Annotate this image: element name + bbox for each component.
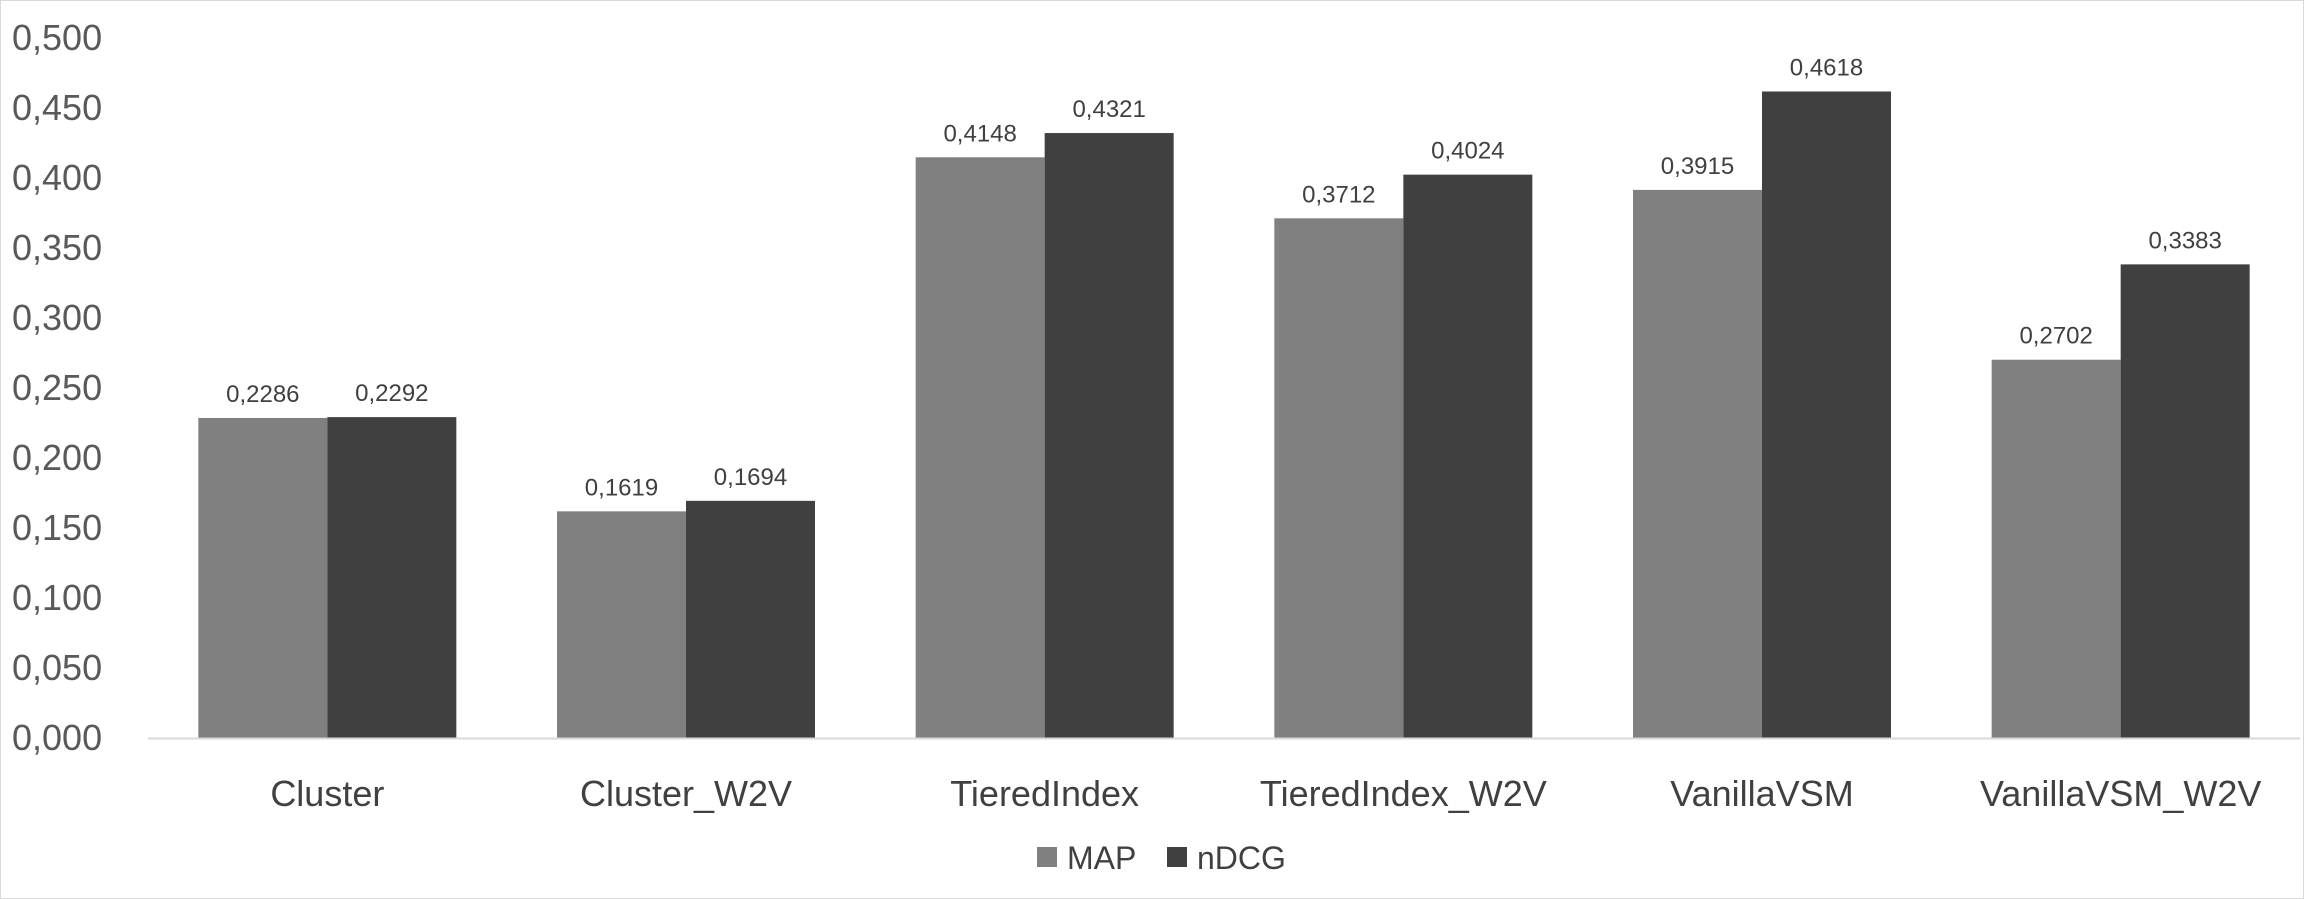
y-tick-label: 0,000 [12,717,102,758]
y-tick-label: 0,250 [12,367,102,408]
data-label: 0,4024 [1431,138,1504,165]
bar-ndcg-cluster [327,417,457,738]
category-label: Cluster [270,773,384,814]
bar-map-vanillavsm_w2v [1991,359,2121,738]
legend-label-map: MAP [1067,840,1136,876]
data-label: 0,3383 [2148,227,2221,254]
bar-ndcg-cluster_w2v [686,500,815,738]
bar-map-vanillavsm [1633,189,1762,738]
data-label: 0,1619 [585,474,658,501]
y-tick-label: 0,500 [12,17,102,58]
bar-map-cluster_w2v [557,511,686,738]
legend: MAP nDCG [1037,840,1286,876]
category-labels: Cluster Cluster_W2V TieredIndex TieredIndex… [270,773,2261,814]
category-label: VanillaVSM [1670,773,1853,814]
category-label: VanillaVSM_W2V [1980,773,2261,814]
data-label: 0,3712 [1302,181,1375,208]
data-label: 0,3915 [1661,153,1734,180]
bar-ndcg-tieredindex_w2v [1403,174,1533,738]
y-tick-label: 0,200 [12,437,102,478]
category-label: Cluster_W2V [580,773,792,814]
bar-map-cluster [198,417,328,738]
data-label: 0,4148 [943,120,1016,147]
bar-ndcg-vanillavsm_w2v [2120,264,2250,738]
legend-swatch-map [1037,847,1057,867]
y-axis-tick-labels: 0,000 0,050 0,100 0,150 0,200 0,250 0,300 0,350… [12,17,102,758]
category-label: TieredIndex [950,773,1139,814]
y-tick-label: 0,300 [12,297,102,338]
data-label: 0,2702 [2019,323,2092,350]
bar-map-tieredindex_w2v [1274,218,1404,738]
data-label: 0,2292 [355,380,428,407]
data-label: 0,4321 [1072,96,1145,123]
y-tick-label: 0,350 [12,227,102,268]
data-labels: 0,2286 0,2292 0,1619 0,1694 0,4148 0,4321 0,37… [226,54,2222,501]
y-tick-label: 0,050 [12,647,102,688]
bar-ndcg-vanillavsm [1762,91,1891,739]
category-label: TieredIndex_W2V [1260,773,1547,814]
legend-swatch-ndcg [1167,847,1187,867]
data-label: 0,1694 [714,464,787,491]
data-label: 0,2286 [226,381,299,408]
y-tick-label: 0,150 [12,507,102,548]
bar-ndcg-tieredindex [1044,133,1174,738]
legend-label-ndcg: nDCG [1197,840,1286,876]
y-tick-label: 0,400 [12,157,102,198]
data-label: 0,4618 [1790,54,1863,81]
bar-series [198,91,2250,739]
y-tick-label: 0,100 [12,577,102,618]
bar-map-tieredindex [915,157,1045,738]
y-tick-label: 0,450 [12,87,102,128]
